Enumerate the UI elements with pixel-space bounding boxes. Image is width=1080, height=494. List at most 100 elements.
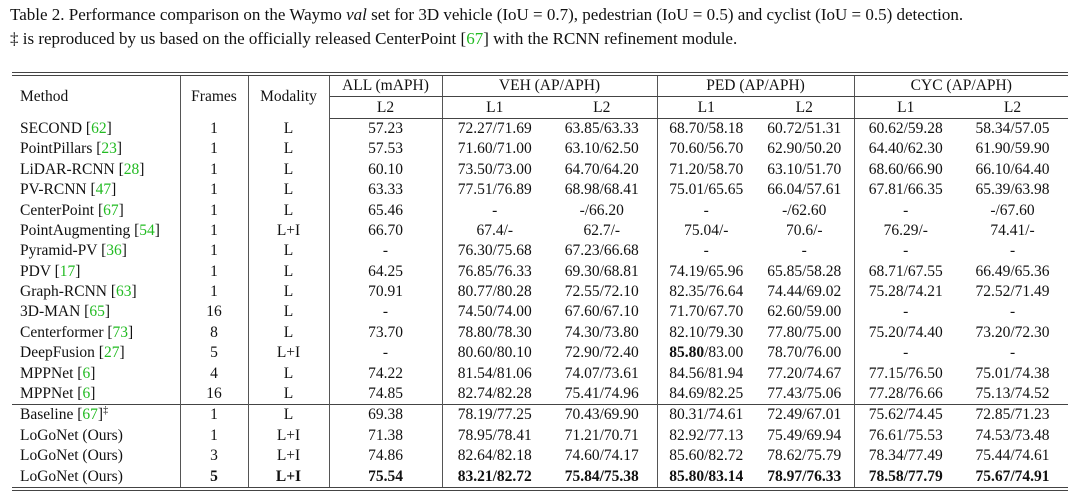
header-veh-l1: L1 bbox=[442, 96, 547, 119]
method-name: SECOND bbox=[20, 119, 83, 137]
cell-ped-l1: - bbox=[703, 201, 709, 219]
cell-cyc-l2: - bbox=[1009, 242, 1016, 260]
citation-link[interactable]: 73 bbox=[112, 323, 129, 341]
cell-ped-l2: 70.6/- bbox=[755, 220, 855, 242]
citation-link[interactable]: 62 bbox=[91, 119, 107, 137]
cell-modality: L bbox=[248, 404, 330, 426]
cell-ped-l1: 74.19/65.96 bbox=[669, 262, 744, 280]
cell-modality: L+I bbox=[248, 220, 330, 242]
cell-veh-l2: 74.07/73.61 bbox=[547, 363, 658, 384]
cell-ped-l2: 62.60/59.00 bbox=[755, 302, 855, 323]
cell-cyc-l2: 74.41/- bbox=[990, 221, 1035, 239]
citation-link[interactable]: 63 bbox=[116, 283, 132, 301]
cell-ped-l1: 71.20/58.70 bbox=[669, 160, 744, 178]
table-row: LoGoNet (Ours) 3 L+I 74.86 82.64/82.18 74.60/… bbox=[12, 446, 1068, 467]
cell-cyc-l2: 74.53/73.48 bbox=[975, 426, 1050, 444]
table-row: Centerformer [73] 8 L 73.70 78.80/78.30 74.30… bbox=[12, 322, 1068, 344]
citation-link[interactable]: 28 bbox=[123, 160, 140, 178]
cell-modality: L+I bbox=[248, 343, 330, 364]
cell-ped-l2: 77.20/74.67 bbox=[755, 363, 855, 384]
cell-cyc-l2: 66.49/65.36 bbox=[975, 262, 1050, 280]
cell-veh-l1: 74.50/74.00 bbox=[457, 303, 532, 321]
method-cell: Graph-RCNN [63] bbox=[12, 281, 181, 303]
cell-ped-l2: 77.43/75.06 bbox=[755, 383, 855, 405]
table-row: Pyramid-PV [36] 1 L -76.30/75.68 67.23/66.68… bbox=[12, 241, 1068, 262]
cell-veh-l2: 69.30/68.81 bbox=[547, 261, 658, 282]
header-all: ALL (mAPH) bbox=[329, 74, 443, 98]
citation-link[interactable]: 54 bbox=[139, 221, 155, 239]
method-name: CenterPoint bbox=[20, 201, 95, 219]
cell-frames: 1 bbox=[180, 220, 249, 242]
citation-link[interactable]: 67 bbox=[103, 201, 119, 219]
cell-all: 75.54 bbox=[329, 466, 443, 489]
table-body: SECOND [62] 1 L 57.23 72.27/71.69 63.85/63.33… bbox=[12, 118, 1069, 489]
cell-veh-l2: 62.7/- bbox=[547, 220, 658, 242]
cell-cyc-l1: 77.28/76.66 bbox=[868, 385, 943, 403]
cell-modality: L bbox=[248, 200, 330, 221]
method-cell: CenterPoint [67] bbox=[12, 200, 181, 221]
citation-link[interactable]: 17 bbox=[59, 262, 76, 280]
citation-link[interactable]: 36 bbox=[106, 242, 122, 260]
table-row: SECOND [62] 1 L 57.23 72.27/71.69 63.85/63.33… bbox=[12, 118, 1068, 140]
cell-all: 57.53 bbox=[329, 139, 443, 160]
cell-modality: L bbox=[248, 139, 330, 160]
citation-link[interactable]: 27 bbox=[103, 344, 120, 362]
cell-modality: L+I bbox=[248, 425, 330, 447]
cell-frames: 1 bbox=[180, 179, 249, 201]
header-ped: PED (AP/APH) bbox=[657, 74, 855, 98]
table-row: PV-RCNN [47] 1 L 63.33 77.51/76.89 68.98/68.4… bbox=[12, 179, 1068, 201]
cell-modality: L bbox=[248, 179, 330, 201]
table-row: PointPillars [23] 1 L 57.53 71.60/71.00 63.10… bbox=[12, 139, 1068, 160]
cell-veh-l2: 74.60/74.17 bbox=[547, 446, 658, 467]
cell-ped-l2: 65.85/58.28 bbox=[755, 261, 855, 282]
reproduced-mark: ‡ bbox=[103, 405, 109, 417]
cell-veh-l2: 75.84/75.38 bbox=[547, 466, 658, 489]
citation-link[interactable]: 67 bbox=[466, 29, 484, 48]
method-name: Baseline bbox=[20, 406, 74, 424]
cell-all: - bbox=[329, 302, 443, 323]
citation-link[interactable]: 67 bbox=[82, 406, 98, 424]
cell-cyc-l2: - bbox=[1009, 344, 1016, 362]
cell-ped-l1: 82.35/76.64 bbox=[669, 283, 744, 301]
citation-link[interactable]: 65 bbox=[89, 303, 105, 321]
header-all-l2: L2 bbox=[329, 96, 443, 119]
table-row: LoGoNet (Ours) 5 L+I 75.54 83.21/82.72 75.84/… bbox=[12, 466, 1068, 489]
cell-veh-l1: 72.27/71.69 bbox=[457, 119, 532, 137]
header-cyc-l2: L2 bbox=[957, 96, 1069, 119]
cell-cyc-l2: 75.13/74.52 bbox=[975, 385, 1050, 403]
method-cell: PV-RCNN [47] bbox=[12, 179, 181, 201]
citation-link[interactable]: 47 bbox=[95, 181, 112, 199]
cell-frames: 1 bbox=[180, 281, 249, 303]
cell-modality: L bbox=[248, 383, 330, 405]
cell-frames: 1 bbox=[180, 118, 249, 140]
cell-ped-l1: 80.31/74.61 bbox=[657, 404, 755, 426]
cell-all: 63.33 bbox=[329, 179, 443, 201]
cell-cyc-l2: 75.44/74.61 bbox=[975, 447, 1050, 465]
table-caption-line1: Table 2. Performance comparison on the W… bbox=[10, 5, 963, 25]
cell-cyc-l2: 72.85/71.23 bbox=[957, 404, 1069, 426]
cell-veh-l2: 68.98/68.41 bbox=[547, 179, 658, 201]
cell-cyc-l1: - bbox=[903, 242, 909, 260]
method-name: PDV bbox=[20, 262, 51, 280]
cell-all: 71.38 bbox=[329, 425, 443, 447]
cell-all: 60.10 bbox=[329, 159, 443, 180]
method-cell: LoGoNet (Ours) bbox=[12, 446, 181, 467]
cell-ped-l2: 63.10/51.70 bbox=[755, 159, 855, 180]
citation-link[interactable]: 23 bbox=[101, 140, 117, 158]
citation-link[interactable]: 6 bbox=[82, 385, 91, 403]
citation-link[interactable]: 6 bbox=[82, 364, 91, 382]
table-row: CenterPoint [67] 1 L 65.46 - -/66.20 - -/62.60 -… bbox=[12, 200, 1068, 221]
method-cell: LiDAR-RCNN [28] bbox=[12, 159, 181, 180]
header-frames: Frames bbox=[180, 74, 249, 119]
cell-all: 64.25 bbox=[329, 261, 443, 282]
cell-veh-l1: 76.85/76.33 bbox=[457, 262, 532, 280]
cell-cyc-l1: 78.34/77.49 bbox=[868, 447, 943, 465]
cell-cyc-l1: - bbox=[903, 201, 909, 219]
cell-veh-l2: 64.70/64.20 bbox=[547, 159, 658, 180]
cell-veh-l2: 72.55/72.10 bbox=[547, 281, 658, 303]
cell-cyc-l2: 75.01/74.38 bbox=[975, 364, 1050, 382]
cell-ped-l1: 85.80/83.14 bbox=[669, 467, 744, 485]
cell-cyc-l2: 73.20/72.30 bbox=[975, 323, 1050, 341]
method-cell: PDV [17] bbox=[12, 261, 181, 282]
cell-modality: L bbox=[248, 241, 330, 262]
